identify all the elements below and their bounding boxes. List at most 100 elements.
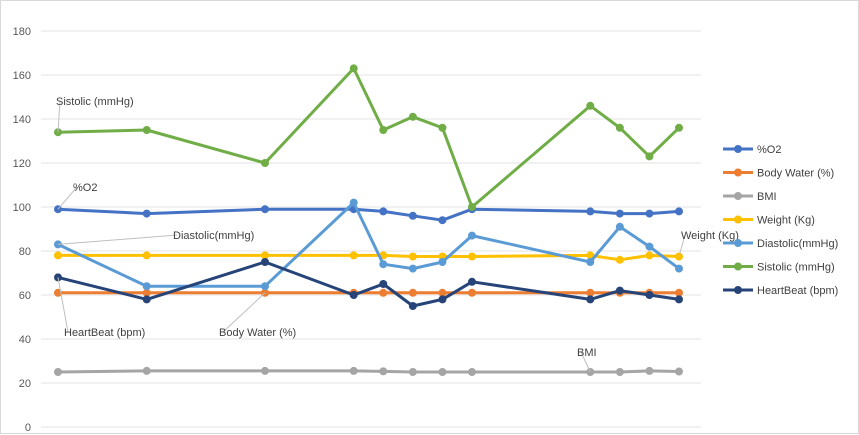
annotation-leader [57, 100, 61, 133]
data-point [675, 123, 683, 132]
legend-swatch-marker [734, 145, 742, 153]
series-line [57, 260, 680, 308]
data-point [675, 207, 683, 216]
y-tick-label: 120 [13, 158, 31, 170]
data-point [408, 112, 417, 121]
data-point [586, 101, 595, 110]
data-point [645, 209, 654, 218]
data-point [408, 252, 417, 261]
data-point [645, 242, 654, 251]
data-point [586, 288, 595, 297]
legend-label: Diastolic(mmHg) [757, 238, 838, 250]
series-line [57, 369, 680, 374]
data-point [261, 251, 269, 260]
legend-item-heartbeat-bpm: HeartBeat (bpm) [723, 285, 838, 297]
data-point [645, 366, 654, 375]
data-point [408, 264, 417, 273]
series-diastolic-mmhg [54, 198, 683, 291]
annotation-leader [678, 234, 686, 257]
data-point [349, 198, 358, 207]
series-line [57, 207, 680, 222]
series-heartbeat-bpm [54, 258, 683, 310]
data-point [142, 366, 151, 375]
data-point [468, 277, 476, 286]
series-line [58, 253, 680, 262]
annotation-sistolic-mmhg: Sistolic (mmHg) [56, 96, 134, 108]
data-point [615, 286, 624, 295]
legend-item-sistolic-mmhg: Sistolic (mmHg) [723, 262, 835, 274]
data-point [675, 264, 683, 273]
data-point [438, 258, 447, 266]
legend-swatch-marker [734, 262, 742, 271]
y-axis-ticks: 0 20 40 60 80 100 120 140 160 180 [13, 26, 31, 434]
data-point [438, 288, 447, 297]
data-point [438, 368, 447, 376]
data-point [54, 368, 62, 376]
data-point [586, 258, 595, 266]
data-point [615, 209, 624, 218]
data-point [261, 282, 269, 291]
data-point [468, 368, 476, 376]
annotation-body-water: Body Water (%) [219, 327, 296, 339]
annotation-leader [222, 292, 266, 333]
data-point [379, 288, 388, 297]
data-point [586, 295, 595, 304]
data-point [675, 367, 683, 376]
data-point [261, 366, 269, 375]
legend-item-weight-kg: Weight (Kg) [723, 215, 815, 227]
annotation-leader [57, 234, 178, 245]
legend-swatch-marker [734, 239, 742, 247]
data-point [142, 282, 151, 291]
data-point [408, 288, 417, 297]
legend-item-diastolic-mmhg: Diastolic(mmHg) [723, 238, 838, 250]
data-point [379, 280, 388, 288]
legend-item-body-water: Body Water (%) [723, 168, 834, 180]
legend-swatch-marker [734, 168, 742, 177]
series-line [57, 201, 680, 288]
legend: %O2 Body Water (%) BMI Weight (Kg) Diastolic… [723, 144, 838, 297]
legend-swatch-marker [734, 192, 742, 200]
data-point [438, 295, 447, 304]
data-point [615, 123, 624, 132]
data-point [408, 302, 417, 310]
annotations: Sistolic (mmHg) %O2 Diastolic(mmHg) HeartBe… [56, 96, 739, 373]
y-tick-label: 160 [13, 70, 31, 82]
annotation-heartbeat-bpm: HeartBeat (bpm) [64, 327, 145, 339]
data-point [379, 260, 388, 269]
data-point [675, 295, 683, 304]
data-point [468, 203, 476, 211]
annotation-leader [580, 351, 591, 373]
legend-swatch-marker [734, 215, 742, 224]
data-point [408, 211, 417, 220]
legend-label: BMI [757, 191, 777, 203]
legend-item-o2: %O2 [723, 144, 781, 156]
data-point [349, 64, 358, 73]
data-point [142, 209, 151, 218]
y-tick-label: 20 [19, 378, 31, 390]
data-point [142, 295, 151, 304]
series-o2 [54, 205, 683, 225]
legend-swatch-marker [734, 286, 742, 294]
y-tick-label: 80 [19, 246, 31, 258]
legend-label: Weight (Kg) [757, 215, 815, 227]
legend-label: Body Water (%) [757, 168, 834, 180]
data-point [349, 291, 358, 299]
annotation-leader [57, 277, 69, 333]
data-point [615, 222, 624, 231]
annotation-weight-kg: Weight (Kg) [681, 230, 739, 242]
data-point [438, 216, 447, 225]
data-point [349, 366, 358, 375]
data-point [615, 368, 624, 376]
legend-label: %O2 [757, 144, 781, 156]
gridlines [41, 30, 701, 428]
data-point [645, 251, 654, 260]
y-tick-label: 60 [19, 290, 31, 302]
data-point [379, 207, 388, 216]
legend-label: Sistolic (mmHg) [757, 262, 835, 274]
y-tick-label: 180 [13, 26, 31, 38]
data-point [645, 291, 654, 299]
series-lines [54, 64, 683, 376]
y-tick-label: 100 [13, 202, 31, 214]
